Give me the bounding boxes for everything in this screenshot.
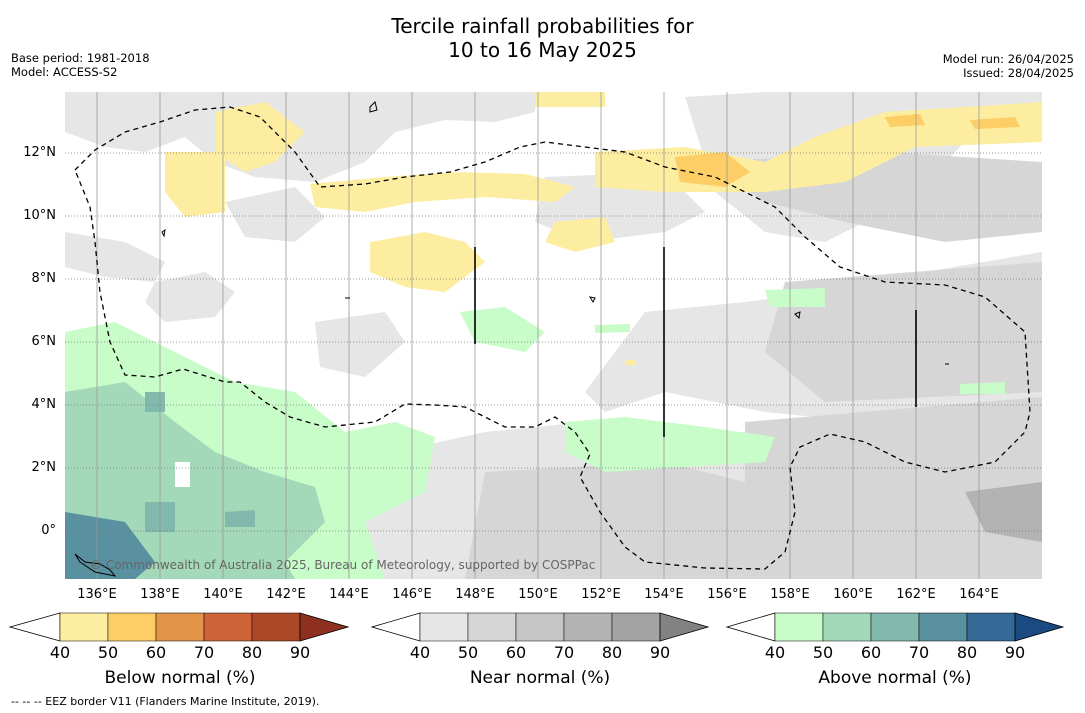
colorbar-above-min-cap	[725, 612, 776, 642]
below-tick-70: 70	[193, 643, 215, 662]
colorbar-near-bin-4	[563, 612, 613, 642]
lon-tick-138e: 138°E	[140, 587, 180, 602]
neutral-gaps	[175, 462, 190, 487]
above-tick-70: 70	[908, 643, 930, 662]
lon-tick-160e: 160°E	[833, 587, 873, 602]
lon-tick-154e: 154°E	[644, 587, 684, 602]
lon-tick-152e: 152°E	[581, 587, 621, 602]
colorbar-below-bin-1	[59, 612, 109, 642]
lon-tick-148e: 148°E	[455, 587, 495, 602]
lat-tick-0: 0°	[41, 523, 56, 538]
colorbar-above-bin-5	[966, 612, 1016, 642]
near-tick-70: 70	[553, 643, 575, 662]
colorbar-below-min-cap	[8, 612, 61, 642]
latitude-gridlines	[65, 152, 1042, 532]
lat-tick-6n: 6°N	[31, 334, 57, 349]
lat-tick-10n: 10°N	[23, 208, 56, 223]
model-info: Base period: 1981-2018 Model: ACCESS-S2	[11, 51, 150, 79]
lat-tick-2n: 2°N	[31, 460, 57, 475]
colorbar-near-min-cap	[370, 612, 421, 642]
near-normal-label: Near normal (%)	[469, 668, 611, 688]
island-chain-markers	[474, 247, 917, 437]
probability-map	[65, 92, 1042, 579]
below-tick-90: 90	[289, 643, 311, 662]
lon-tick-158e: 158°E	[770, 587, 810, 602]
near-tick-40: 40	[409, 643, 431, 662]
below-tick-50: 50	[97, 643, 119, 662]
lon-tick-156e: 156°E	[707, 587, 747, 602]
colorbar-near-bin-2	[467, 612, 517, 642]
lat-tick-12n: 12°N	[23, 145, 56, 160]
below-tick-40: 40	[49, 643, 71, 662]
colorbar-below-normal	[8, 612, 350, 642]
near-tick-50: 50	[457, 643, 479, 662]
copyright-notice: © Commonwealth of Australia 2025, Bureau…	[90, 558, 596, 572]
colorbar-above-bin-2	[822, 612, 872, 642]
above-tick-40: 40	[764, 643, 786, 662]
colorbar-below-bin-4	[203, 612, 253, 642]
near-tick-60: 60	[505, 643, 527, 662]
colorbar-near-normal	[370, 612, 710, 642]
lon-tick-142e: 142°E	[266, 587, 306, 602]
coastlines	[74, 101, 949, 577]
colorbar-above-bin-4	[918, 612, 968, 642]
colorbar-below-bin-2	[107, 612, 157, 642]
colorbar-near-bin-5	[611, 612, 661, 642]
colorbar-above-bin-1	[774, 612, 824, 642]
lat-tick-4n: 4°N	[31, 397, 57, 412]
lon-tick-144e: 144°E	[329, 587, 369, 602]
colorbar-above-max-cap	[1014, 612, 1065, 642]
lon-tick-162e: 162°E	[896, 587, 936, 602]
title-line-1: Tercile rainfall probabilities for	[391, 14, 694, 38]
near-tick-80: 80	[601, 643, 623, 662]
above-tick-90: 90	[1004, 643, 1026, 662]
lon-tick-140e: 140°E	[203, 587, 243, 602]
model-run-date: Model run: 26/04/2025	[942, 52, 1074, 66]
title-line-2: 10 to 16 May 2025	[448, 38, 637, 62]
run-info: Model run: 26/04/2025 Issued: 28/04/2025	[943, 52, 1074, 80]
map-title: Tercile rainfall probabilities for 10 to…	[0, 14, 1085, 62]
above-tick-80: 80	[956, 643, 978, 662]
colorbar-below-bin-3	[155, 612, 205, 642]
below-normal-regions	[165, 92, 1042, 365]
colorbar-near-bin-3	[515, 612, 565, 642]
model-name: Model: ACCESS-S2	[11, 65, 118, 79]
lon-tick-150e: 150°E	[518, 587, 558, 602]
above-normal-regions	[65, 288, 1005, 579]
eez-footnote: -- -- -- EEZ border V11 (Flanders Marine…	[11, 695, 320, 708]
lat-tick-8n: 8°N	[31, 271, 57, 286]
colorbar-near-max-cap	[659, 612, 710, 642]
lon-tick-164e: 164°E	[959, 587, 999, 602]
above-normal-label: Above normal (%)	[818, 668, 972, 688]
below-normal-label: Below normal (%)	[104, 668, 256, 688]
base-period: Base period: 1981-2018	[11, 51, 150, 65]
colorbar-below-bin-5	[251, 612, 301, 642]
colorbar-near-bin-1	[419, 612, 469, 642]
below-tick-80: 80	[241, 643, 263, 662]
colorbar-above-normal	[725, 612, 1065, 642]
colorbar-above-bin-3	[870, 612, 920, 642]
near-tick-90: 90	[649, 643, 671, 662]
colorbar-below-max-cap	[299, 612, 350, 642]
colorbar-strip	[8, 612, 1065, 642]
above-tick-50: 50	[812, 643, 834, 662]
lon-tick-136e: 136°E	[77, 587, 117, 602]
lon-tick-146e: 146°E	[392, 587, 432, 602]
above-tick-60: 60	[860, 643, 882, 662]
below-tick-60: 60	[145, 643, 167, 662]
issued-date: Issued: 28/04/2025	[963, 66, 1074, 80]
